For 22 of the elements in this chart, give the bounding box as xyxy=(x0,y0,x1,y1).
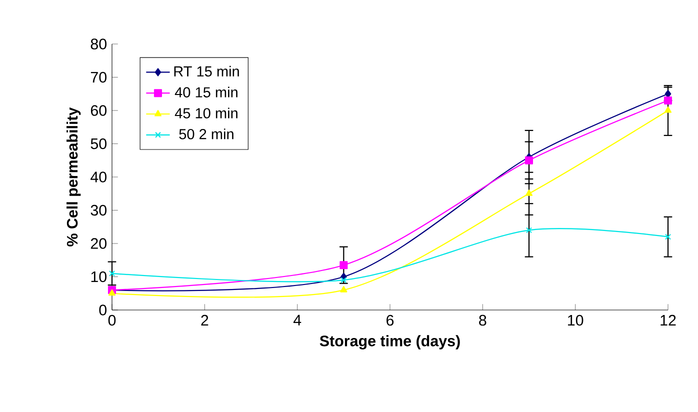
legend-label: 45 10 min xyxy=(174,108,238,118)
x-axis-title: Storage time (days) xyxy=(320,335,460,350)
x-tick-label: 4 xyxy=(293,314,302,326)
y-tick-label: 60 xyxy=(90,105,106,116)
legend-label: RT 15 min xyxy=(174,66,239,77)
x-tick-label: 10 xyxy=(568,314,584,326)
x-tick-label: 2 xyxy=(201,314,208,326)
y-tick-label: 10 xyxy=(91,271,106,282)
x-tick-label: 8 xyxy=(479,314,486,326)
y-tick-label: 0 xyxy=(99,304,106,316)
legend-label: 50 2 min xyxy=(179,128,234,140)
y-tick-label: 40 xyxy=(90,172,106,182)
x-tick-label: 6 xyxy=(386,314,394,326)
y-tick-label: 50 xyxy=(90,138,106,150)
y-axis-title: % Cell permeability xyxy=(66,107,81,246)
legend-label: 40 15 min xyxy=(174,86,238,98)
x-tick-label: 12 xyxy=(660,314,676,326)
y-tick-label: 20 xyxy=(90,238,106,249)
y-tick-label: 70 xyxy=(90,72,106,83)
y-tick-label: 80 xyxy=(90,38,106,50)
y-tick-label: 30 xyxy=(90,204,106,216)
x-tick-label: 0 xyxy=(108,314,116,326)
